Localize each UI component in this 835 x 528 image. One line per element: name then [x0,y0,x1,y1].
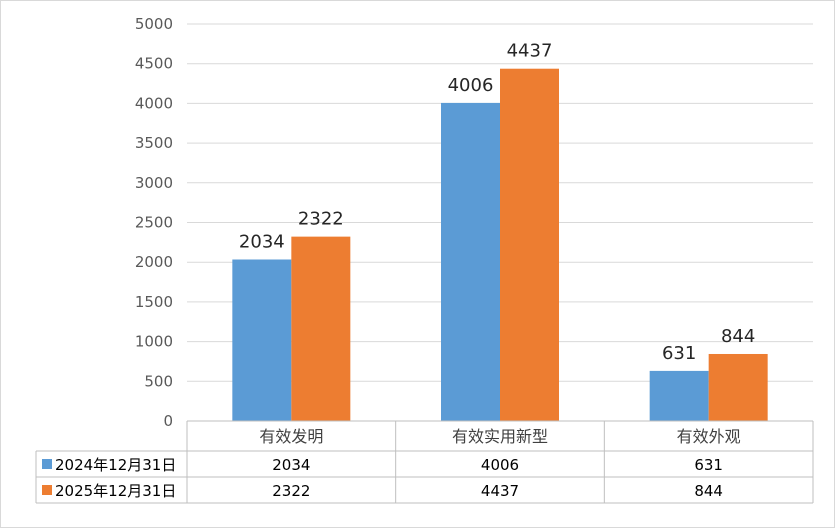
table-cell: 4006 [481,456,519,474]
y-tick-label: 3000 [135,174,173,192]
bar-series1 [232,259,292,421]
bar-series1 [649,370,709,421]
legend-key [42,485,52,495]
data-label: 2034 [239,232,285,253]
y-tick-label: 4500 [135,55,173,73]
bar-series2 [500,68,559,421]
series-name: 2024年12月31日 [55,456,176,474]
bar-series1 [441,102,500,422]
data-table: 有效发明 有效实用新型 有效外观 2024年12月31日 2034 4006 631 2025… [35,420,814,504]
y-tick-label: 2500 [135,214,173,232]
category-label: 有效发明 [259,427,323,446]
y-tick-label: 2000 [135,253,173,271]
y-tick-label: 500 [144,372,173,390]
data-label: 4437 [507,41,553,62]
y-tick-label: 0 [163,412,173,430]
y-axis: 0 500 1000 1500 2000 2500 3000 3500 4000 4500 5000 [135,15,173,430]
bar-series2 [291,236,351,421]
y-tick-label: 3500 [135,134,173,152]
series-name: 2025年12月31日 [55,482,176,500]
table-cell: 4437 [481,482,519,500]
category-label: 有效外观 [677,427,741,446]
table-cell: 2322 [272,482,310,500]
bars [232,68,768,422]
y-tick-label: 4000 [135,94,173,112]
legend-key [42,459,52,469]
data-label: 2322 [298,209,344,230]
data-label: 844 [721,326,755,347]
table-cell: 844 [694,482,723,500]
data-label: 631 [662,343,696,364]
data-labels: 2034 4006 631 2322 4437 844 [239,41,755,364]
bar-series2 [708,353,768,421]
y-tick-label: 1000 [135,333,173,351]
table-cell: 631 [694,456,723,474]
category-label: 有效实用新型 [452,427,548,446]
data-label: 4006 [448,75,494,96]
y-tick-label: 1500 [135,293,173,311]
y-tick-label: 5000 [135,15,173,33]
table-cell: 2034 [272,456,310,474]
